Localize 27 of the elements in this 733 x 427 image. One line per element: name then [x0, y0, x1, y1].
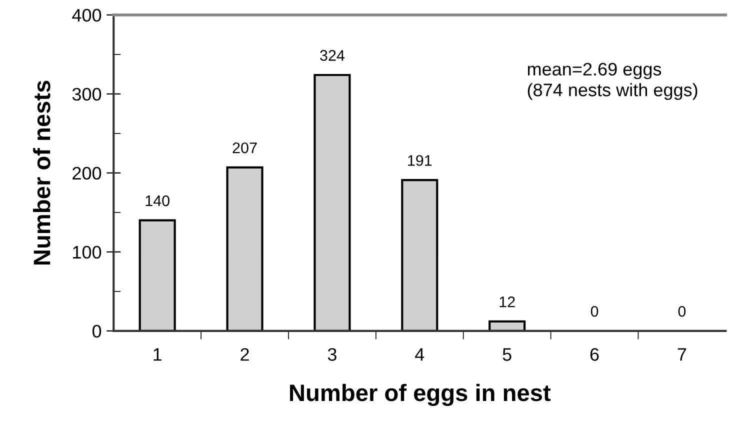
bar: [226, 166, 264, 331]
annotation: mean=2.69 eggs (874 nests with eggs): [528, 62, 698, 100]
x-axis-title: Number of eggs in nest: [290, 384, 551, 406]
x-tick-label: 5: [502, 348, 512, 361]
y-tick-label: 300: [72, 88, 102, 101]
y-tick-label: 0: [92, 324, 102, 338]
bar: [401, 179, 438, 331]
bar: [488, 320, 526, 331]
y-tick-label: 400: [72, 8, 102, 22]
bar: [314, 74, 351, 331]
data-label: 207: [232, 142, 257, 154]
x-tick-label: 7: [678, 348, 686, 361]
y-tick-label: 200: [72, 166, 102, 180]
x-tick-label: 3: [328, 348, 336, 361]
y-axis-title: Number of nests: [33, 80, 50, 264]
data-label: 12: [500, 296, 515, 308]
bar: [138, 219, 176, 331]
data-label: 0: [678, 306, 686, 317]
x-tick-label: 4: [415, 348, 424, 361]
data-label: 140: [146, 195, 170, 206]
x-tick-label: 1: [154, 348, 162, 361]
data-label: 324: [320, 50, 345, 61]
data-label: 0: [590, 306, 598, 317]
data-label: 191: [408, 155, 432, 166]
x-tick-label: 6: [590, 348, 599, 361]
x-tick-label: 2: [240, 348, 249, 361]
y-tick-label: 100: [73, 246, 102, 259]
